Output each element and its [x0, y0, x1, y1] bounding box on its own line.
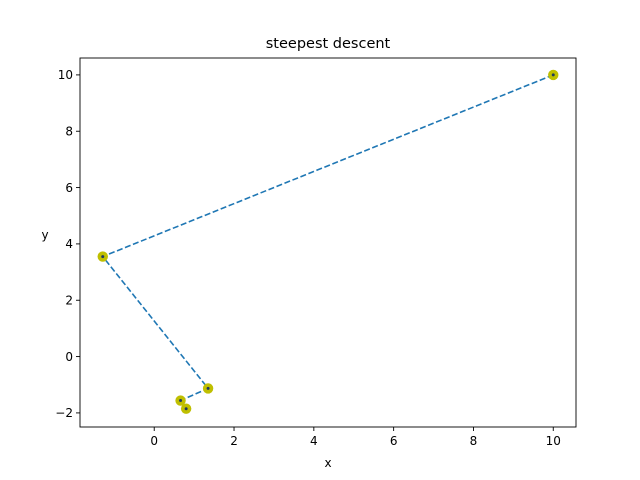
plot-area	[79, 57, 577, 428]
iterate-point-2	[202, 383, 214, 394]
axes-frame	[79, 57, 577, 428]
iterate-marker-inner	[551, 73, 555, 77]
iterate-marker-inner	[184, 407, 188, 411]
y-tick-label: 6	[65, 181, 73, 195]
iterate-point-0	[548, 69, 559, 81]
x-tick-label: 8	[470, 434, 478, 448]
y-tick-label: 4	[65, 237, 73, 251]
x-tick-label: 10	[546, 434, 561, 448]
x-axis-label: x	[324, 456, 331, 470]
y-axis-ticks: −2 0 2 4 6 8 10	[55, 68, 80, 420]
iterate-point-4	[180, 403, 192, 414]
iterate-marker-inner	[206, 386, 210, 390]
x-tick-label: 2	[230, 434, 238, 448]
iterate-point-1	[97, 251, 108, 262]
y-tick-label: 0	[65, 350, 73, 364]
x-tick-label: 4	[310, 434, 318, 448]
y-tick-label: 2	[65, 294, 73, 308]
y-tick-label: 10	[58, 68, 73, 82]
x-tick-label: 0	[150, 434, 158, 448]
chart-title: steepest descent	[266, 36, 391, 52]
iterate-point-3	[175, 395, 186, 406]
x-axis-ticks: 0 2 4 6 8 10	[150, 427, 561, 448]
x-tick-label: 6	[390, 434, 398, 448]
y-axis-label: y	[41, 228, 48, 242]
y-tick-label: −2	[55, 406, 73, 420]
y-tick-label: 8	[65, 125, 73, 139]
iterate-marker-inner	[179, 399, 183, 403]
iterate-marker-inner	[101, 255, 105, 259]
